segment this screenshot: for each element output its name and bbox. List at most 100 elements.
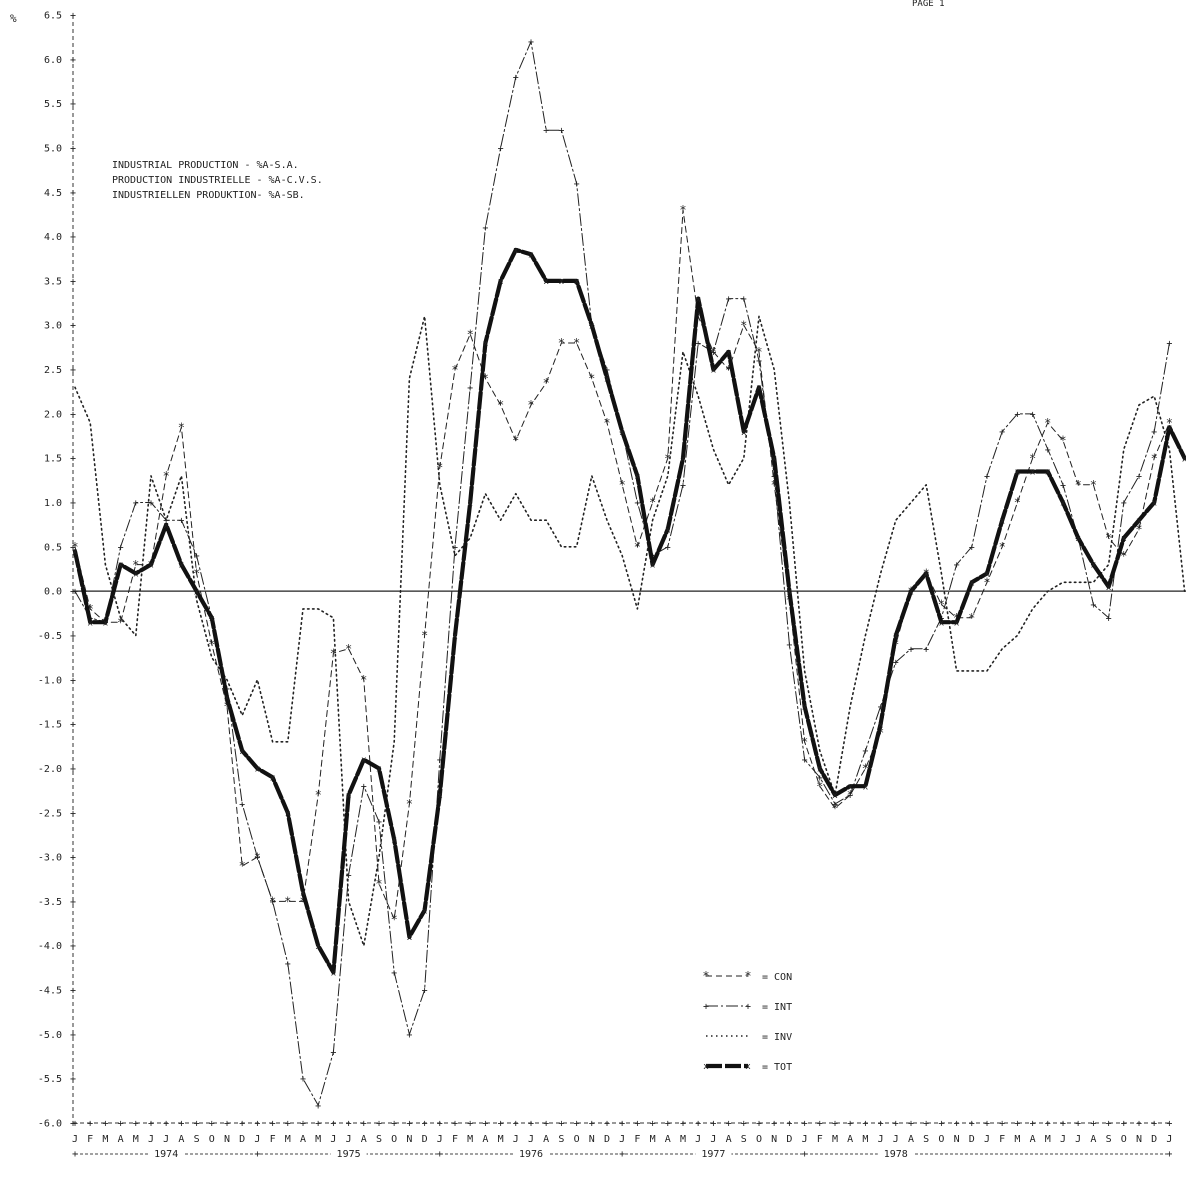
x-tick-mark: + [513, 1119, 519, 1130]
data-point-tot: x [179, 561, 185, 571]
data-point-tot: x [559, 277, 565, 287]
x-month-label: J [254, 1134, 260, 1145]
data-point-tot: x [1136, 516, 1142, 526]
data-point-con: * [482, 372, 489, 386]
x-tick-mark: + [87, 1119, 93, 1130]
data-point-con: * [1014, 496, 1021, 510]
data-point-int: + [513, 73, 519, 84]
x-month-label: F [452, 1134, 458, 1145]
series-layer: *** ** ********* * *** *************** *******… [71, 37, 1186, 1112]
data-point-con: * [755, 345, 762, 359]
y-tick-label: 4.5 [44, 188, 62, 199]
year-divider-mark: + [254, 1149, 260, 1160]
data-point-tot: x [1182, 454, 1186, 464]
year-divider-mark: + [802, 1149, 808, 1160]
data-point-tot: x [863, 782, 869, 792]
data-point-int: + [452, 542, 458, 553]
data-point-con: * [178, 420, 185, 434]
x-tick-mark: + [1030, 1119, 1036, 1130]
x-month-label: A [847, 1134, 853, 1145]
data-point-int: + [1136, 471, 1142, 482]
data-point-con: * [117, 615, 124, 629]
data-point-int: + [406, 1030, 412, 1041]
y-tick-mark: + [70, 675, 76, 686]
legend-marker: + [745, 1002, 751, 1013]
y-tick-label: 0.5 [44, 542, 62, 553]
legend-item-inv: = INV [706, 1032, 792, 1043]
year-label: 1977 [701, 1149, 725, 1160]
data-point-int: + [482, 223, 488, 234]
data-point-int: + [832, 799, 838, 810]
data-point-int: + [741, 294, 747, 305]
x-tick-mark: + [1151, 1119, 1157, 1130]
data-point-tot: x [1030, 468, 1036, 478]
x-tick-mark: + [680, 1119, 686, 1130]
y-tick-mark: + [70, 321, 76, 332]
data-point-tot: x [528, 250, 534, 260]
x-tick-mark: + [209, 1119, 215, 1130]
data-point-con: * [543, 376, 550, 390]
x-month-label: O [1121, 1134, 1127, 1145]
chart-title-block: INDUSTRIAL PRODUCTION - %A-S.A. PRODUCTI… [112, 160, 323, 201]
data-point-int: + [330, 1048, 336, 1059]
legend: * * = CON + + = INT = INV x x = TOT [702, 969, 792, 1073]
legend-marker: + [703, 1002, 709, 1013]
data-point-con: * [436, 460, 443, 474]
data-point-int: + [437, 755, 443, 766]
data-point-con: * [512, 434, 519, 448]
data-point-con: * [299, 895, 306, 909]
x-tick-mark: + [634, 1119, 640, 1130]
data-point-tot: x [255, 765, 261, 775]
data-point-tot: x [118, 561, 124, 571]
y-tick-label: 2.5 [44, 365, 62, 376]
data-point-con: * [193, 567, 200, 581]
data-point-con: * [406, 797, 413, 811]
data-point-con: * [573, 336, 580, 350]
data-point-tot: x [103, 618, 109, 628]
y-tick-mark: + [70, 542, 76, 553]
data-point-tot: x [407, 933, 413, 943]
data-point-con: * [223, 700, 230, 714]
data-point-tot: x [619, 428, 625, 438]
x-tick-mark: + [1106, 1119, 1112, 1130]
data-point-con: * [588, 372, 595, 386]
x-month-label: J [1075, 1134, 1081, 1145]
x-month-label: J [72, 1134, 78, 1145]
data-point-int: + [300, 1074, 306, 1085]
x-month-label: J [163, 1134, 169, 1145]
x-tick-mark: + [650, 1119, 656, 1130]
x-tick-mark: + [1121, 1119, 1127, 1130]
x-tick-mark: + [467, 1119, 473, 1130]
data-point-con: * [1090, 478, 1097, 492]
y-tick-label: -5.5 [38, 1074, 62, 1085]
x-month-label: M [1014, 1134, 1020, 1145]
x-month-label: D [604, 1134, 610, 1145]
x-tick-mark: + [437, 1119, 443, 1130]
year-divider-mark: + [72, 1149, 78, 1160]
data-point-tot: x [574, 277, 580, 287]
data-point-tot: x [908, 587, 914, 597]
x-tick-mark: + [391, 1119, 397, 1130]
y-tick-label: -6.0 [38, 1119, 62, 1130]
y-tick-label: 4.0 [44, 232, 62, 243]
data-point-con: * [801, 735, 808, 749]
data-point-tot: x [771, 454, 777, 464]
data-point-tot: x [939, 618, 945, 628]
data-point-tot: x [1167, 423, 1173, 433]
year-divider-mark: + [437, 1149, 443, 1160]
x-tick-mark: + [969, 1119, 975, 1130]
year-label-bg [877, 1147, 914, 1159]
x-month-label: N [954, 1134, 960, 1145]
x-tick-mark: + [1045, 1119, 1051, 1130]
x-month-label: F [817, 1134, 823, 1145]
data-point-tot: x [148, 561, 154, 571]
data-point-con: * [619, 478, 626, 492]
y-tick-mark: + [70, 587, 76, 598]
x-month-label: N [1136, 1134, 1142, 1145]
y-tick-mark: + [70, 1074, 76, 1085]
x-tick-mark: + [878, 1119, 884, 1130]
year-label: 1978 [884, 1149, 908, 1160]
x-month-label: M [498, 1134, 504, 1145]
data-point-int: + [908, 644, 914, 655]
x-month-label: M [862, 1134, 868, 1145]
